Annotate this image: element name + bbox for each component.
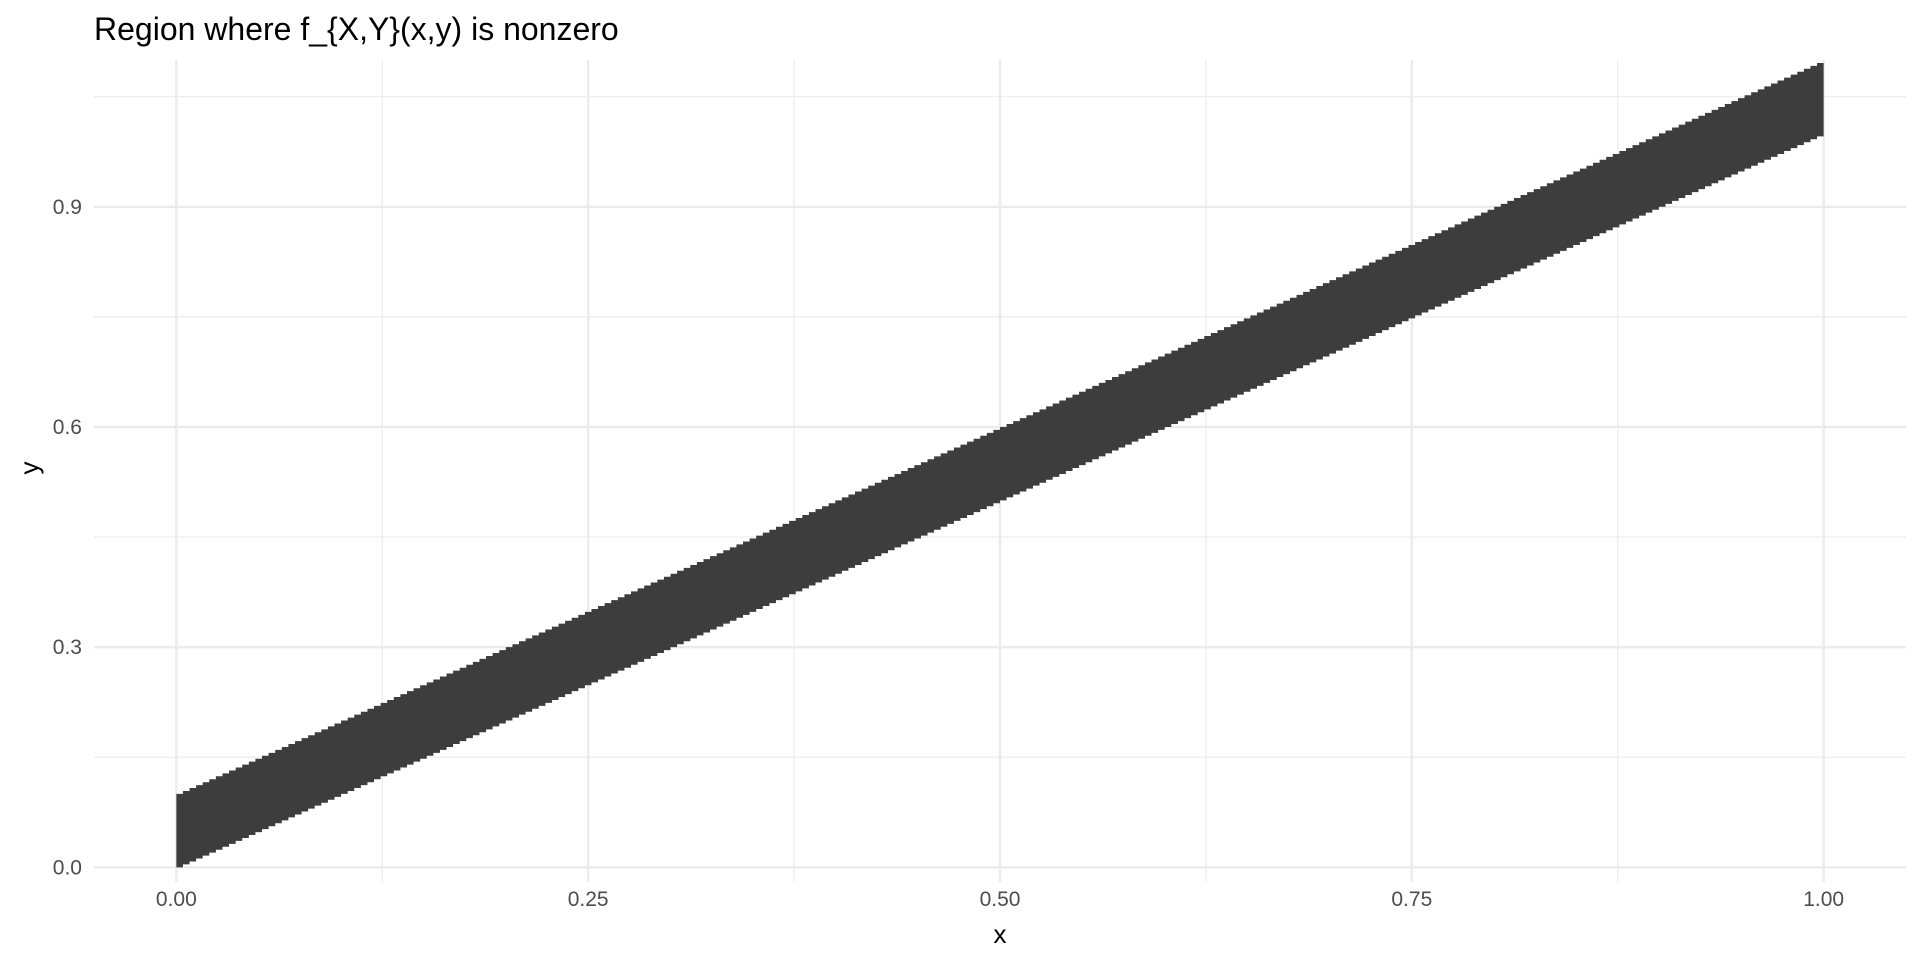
x-tick-label: 0.00	[156, 888, 197, 911]
grid-layer	[94, 60, 1906, 882]
nonzero-region-band	[176, 62, 1824, 868]
x-tick-labels: 0.00 0.25 0.50 0.75 1.00	[156, 888, 1844, 911]
region-layer	[176, 62, 1824, 868]
x-tick-label: 0.75	[1391, 888, 1432, 911]
y-tick-label: 0.0	[53, 856, 82, 879]
x-axis-title: x	[994, 919, 1007, 949]
x-tick-label: 0.50	[980, 888, 1021, 911]
y-axis-title: y	[14, 462, 44, 475]
y-tick-label: 0.3	[53, 636, 82, 659]
y-tick-labels: 0.0 0.3 0.6 0.9	[53, 196, 82, 880]
y-tick-label: 0.9	[53, 196, 82, 219]
x-tick-label: 0.25	[568, 888, 609, 911]
y-tick-label: 0.6	[53, 416, 82, 439]
x-tick-label: 1.00	[1803, 888, 1844, 911]
chart-title: Region where f_{X,Y}(x,y) is nonzero	[94, 11, 619, 47]
